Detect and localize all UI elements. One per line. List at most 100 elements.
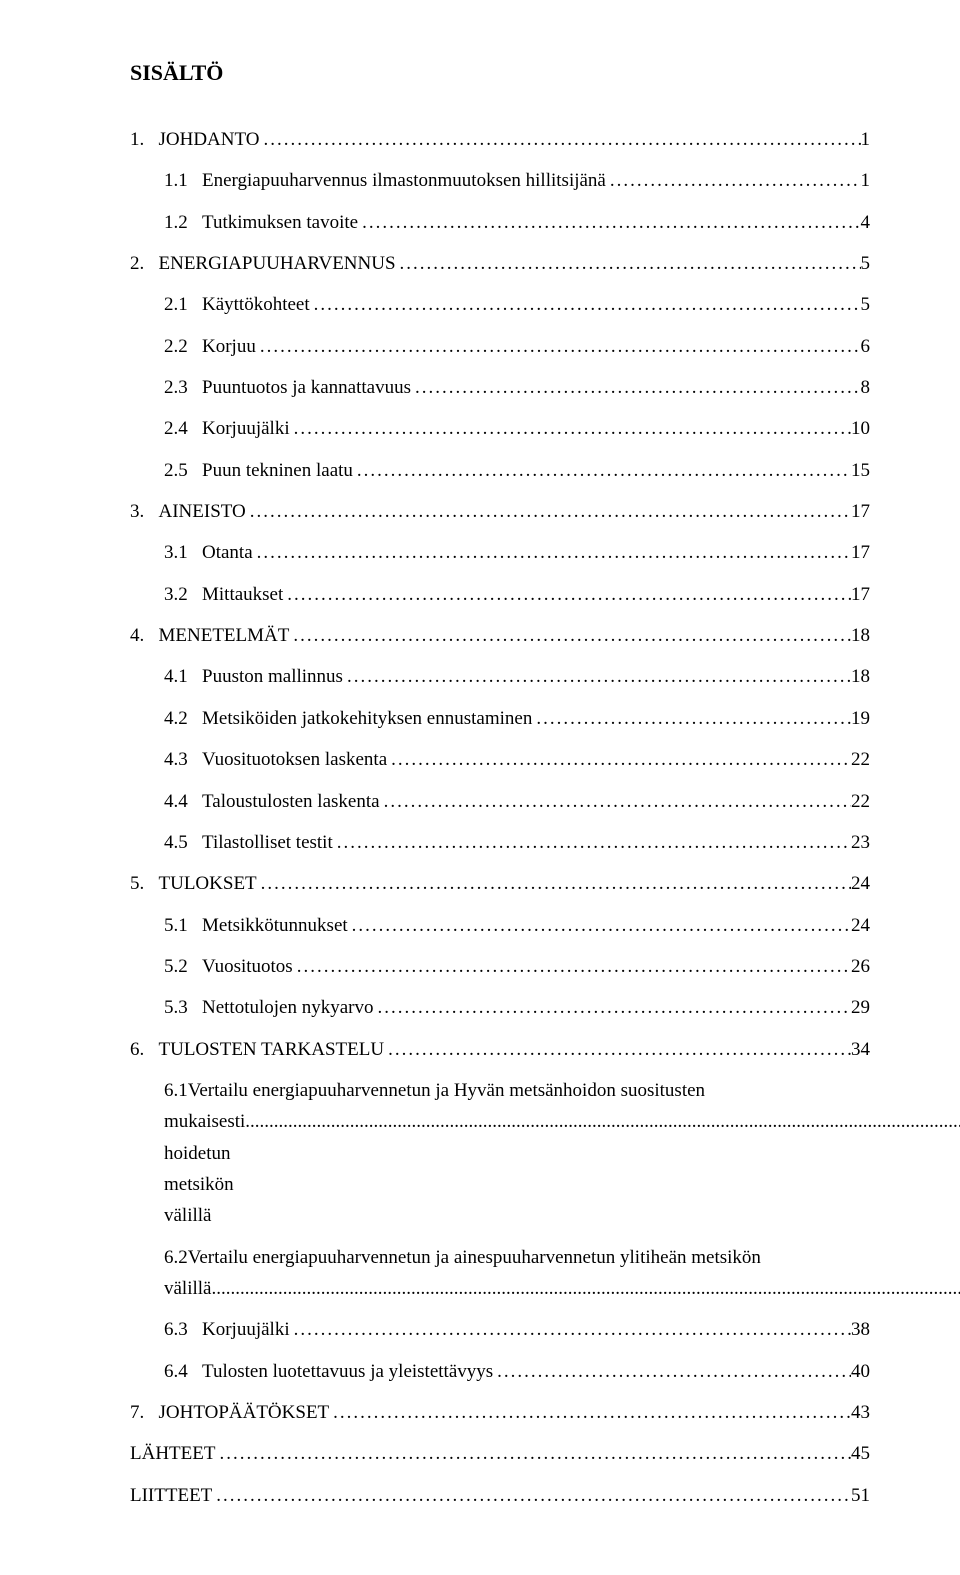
toc-entry-number: 2.5 [164, 455, 202, 486]
toc-entry-number: 6.3 [164, 1314, 202, 1345]
toc-leader: ........................................… [259, 124, 860, 155]
toc-entry-label: LIITTEET [130, 1480, 212, 1511]
toc-entry-number: 3. [130, 496, 159, 527]
toc-entry-number: 1.1 [164, 165, 202, 196]
toc-entry-number: 1.2 [164, 207, 202, 238]
toc-leader: ........................................… [606, 165, 861, 196]
toc-leader: ........................................… [493, 1356, 851, 1387]
toc-title: SISÄLTÖ [130, 60, 870, 86]
toc-entry-label: LÄHTEET [130, 1438, 215, 1469]
toc-entry: 3.2 Mittaukset..........................… [130, 579, 870, 610]
toc-entry-page: 24 [851, 868, 870, 899]
toc-entry-label: Energiapuuharvennus ilmastonmuutoksen hi… [202, 165, 606, 196]
toc-leader: ........................................… [384, 1034, 851, 1065]
toc-entry: 1. JOHDANTO.............................… [130, 124, 870, 155]
toc-entry-number: 7. [130, 1397, 159, 1428]
toc-leader: ........................................… [353, 455, 851, 486]
toc-leader: ........................................… [374, 992, 852, 1023]
toc-leader: ........................................… [211, 1273, 960, 1304]
toc-entry-page: 51 [851, 1480, 870, 1511]
toc-leader: ........................................… [289, 620, 851, 651]
toc-entry: 1.1 Energiapuuharvennus ilmastonmuutokse… [130, 165, 870, 196]
toc-entry-page: 17 [851, 537, 870, 568]
toc-entry: 5. TULOKSET.............................… [130, 868, 870, 899]
toc-entry-label: mukaisesti hoidetun metsikön välillä [164, 1106, 245, 1231]
toc-entry-number: 4. [130, 620, 159, 651]
toc-entry-number: 2.2 [164, 331, 202, 362]
toc-entry-number: 2.1 [164, 289, 202, 320]
toc-entry-page: 23 [851, 827, 870, 858]
toc-entry: 6. TULOSTEN TARKASTELU..................… [130, 1034, 870, 1065]
toc-entry-number: 1. [130, 124, 159, 155]
toc-entry-page: 5 [861, 289, 871, 320]
toc-leader: ........................................… [246, 496, 851, 527]
toc-entry-page: 15 [851, 455, 870, 486]
toc-entry-page: 24 [851, 910, 870, 941]
toc-page: SISÄLTÖ 1. JOHDANTO.....................… [0, 0, 960, 1575]
toc-entry-number: 3.2 [164, 579, 202, 610]
toc-leader: ........................................… [358, 207, 860, 238]
toc-entry-page: 5 [861, 248, 871, 279]
toc-leader: ........................................… [290, 1314, 851, 1345]
toc-entry-label: Vuosituotos [202, 951, 293, 982]
toc-entry-page: 1 [861, 165, 871, 196]
toc-leader: ........................................… [396, 248, 861, 279]
toc-entry-label: Puun tekninen laatu [202, 455, 353, 486]
toc-entry: 6.4 Tulosten luotettavuus ja yleistettäv… [130, 1356, 870, 1387]
toc-entry-label: Vertailu energiapuuharvennetun ja ainesp… [188, 1242, 870, 1273]
toc-entry-page: 40 [851, 1356, 870, 1387]
toc-entry: 4. MENETELMÄT...........................… [130, 620, 870, 651]
toc-entry-number: 2.4 [164, 413, 202, 444]
toc-entry-number: 5. [130, 868, 159, 899]
toc-entry-page: 1 [861, 124, 871, 155]
toc-entry-number: 3.1 [164, 537, 202, 568]
toc-entry: 6.2 Vertailu energiapuuharvennetun ja ai… [130, 1242, 870, 1305]
toc-entry: 6.1 Vertailu energiapuuharvennetun ja Hy… [130, 1075, 870, 1232]
toc-entry-number: 2.3 [164, 372, 202, 403]
toc-entry: 2.1 Käyttökohteet.......................… [130, 289, 870, 320]
toc-leader: ........................................… [532, 703, 851, 734]
toc-entry: 2.4 Korjuujälki.........................… [130, 413, 870, 444]
toc-entry-label: Metsiköiden jatkokehityksen ennustaminen [202, 703, 532, 734]
toc-entry-number: 2. [130, 248, 159, 279]
toc-entry-label: Nettotulojen nykyarvo [202, 992, 374, 1023]
toc-entry-label: JOHTOPÄÄTÖKSET [159, 1397, 330, 1428]
toc-entry: 3.1 Otanta..............................… [130, 537, 870, 568]
toc-entry-number: 4.3 [164, 744, 202, 775]
toc-entry-number: 4.1 [164, 661, 202, 692]
toc-leader: ........................................… [380, 786, 851, 817]
toc-entry-page: 26 [851, 951, 870, 982]
toc-entry: 4.3 Vuosituotoksen laskenta.............… [130, 744, 870, 775]
toc-entry-label: välillä [164, 1273, 211, 1304]
toc-entry-label: Tulosten luotettavuus ja yleistettävyys [202, 1356, 493, 1387]
toc-entry-label: Korjuu [202, 331, 256, 362]
toc-entry: 5.3 Nettotulojen nykyarvo...............… [130, 992, 870, 1023]
toc-leader: ........................................… [310, 289, 861, 320]
toc-entry-page: 29 [851, 992, 870, 1023]
toc-entry: 4.2 Metsiköiden jatkokehityksen ennustam… [130, 703, 870, 734]
toc-entry-page: 10 [851, 413, 870, 444]
toc-entry-label: JOHDANTO [159, 124, 260, 155]
toc-entry-number: 4.4 [164, 786, 202, 817]
toc-entry-label: MENETELMÄT [159, 620, 290, 651]
toc-entry: 2.3 Puuntuotos ja kannattavuus..........… [130, 372, 870, 403]
toc-leader: ........................................… [256, 331, 861, 362]
toc-entry-label: TULOKSET [159, 868, 257, 899]
toc-entry-number: 6.2 [164, 1242, 188, 1273]
toc-entry-page: 17 [851, 579, 870, 610]
toc-entry-page: 34 [851, 1034, 870, 1065]
toc-entry-page: 45 [851, 1438, 870, 1469]
toc-entry: 2.5 Puun tekninen laatu.................… [130, 455, 870, 486]
toc-entry-label: AINEISTO [159, 496, 246, 527]
toc-leader: ........................................… [290, 413, 851, 444]
toc-entry-label: Käyttökohteet [202, 289, 310, 320]
toc-entry-number: 6. [130, 1034, 159, 1065]
toc-leader: ........................................… [293, 951, 851, 982]
toc-leader: ........................................… [343, 661, 851, 692]
toc-entry: 5.1 Metsikkötunnukset...................… [130, 910, 870, 941]
toc-entry: 2.2 Korjuu..............................… [130, 331, 870, 362]
toc-entry: LIITTEET................................… [130, 1480, 870, 1511]
toc-entry: 7. JOHTOPÄÄTÖKSET.......................… [130, 1397, 870, 1428]
toc-entry-page: 22 [851, 744, 870, 775]
toc-entry-label: Taloustulosten laskenta [202, 786, 380, 817]
